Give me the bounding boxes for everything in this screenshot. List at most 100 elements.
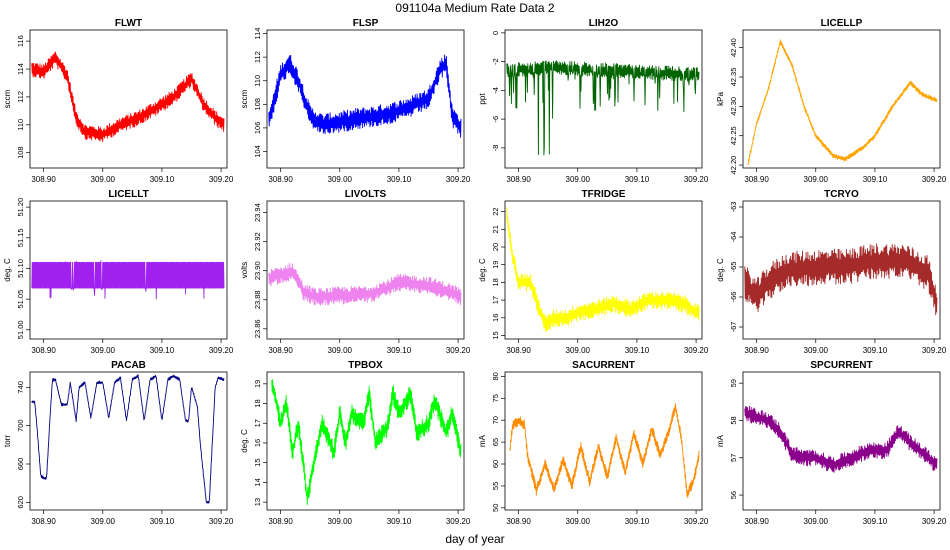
x-tick-label: 309.10 bbox=[625, 175, 650, 184]
plot-frame bbox=[29, 29, 228, 169]
y-tick-label: 23.94 bbox=[253, 203, 262, 222]
y-axis-label: deg. C bbox=[3, 258, 12, 282]
y-tick-label: 17 bbox=[253, 419, 262, 427]
y-axis-label: deg. C bbox=[716, 258, 725, 282]
data-line bbox=[31, 374, 225, 504]
chart-title: TPBOX bbox=[348, 360, 383, 371]
x-tick-label: 309.20 bbox=[922, 175, 947, 184]
y-tick-label: 17 bbox=[491, 296, 500, 304]
y-tick-label: 42.25 bbox=[729, 126, 738, 145]
data-line bbox=[268, 54, 462, 138]
chart-sacurrent: SACURRENT mA 308.90 309.00 309.10 309.20 50 55 6… bbox=[478, 360, 709, 526]
plot-frame bbox=[29, 200, 228, 340]
y-tick-label: 700 bbox=[16, 419, 25, 432]
y-tick-label: 110 bbox=[253, 75, 262, 87]
x-tick-label: 309.00 bbox=[91, 517, 116, 526]
y-tick-label: 22 bbox=[491, 207, 500, 215]
x-tick-label: 308.90 bbox=[744, 175, 769, 184]
x-tick-label: 309.10 bbox=[625, 346, 650, 355]
y-tick-label: 18 bbox=[491, 278, 500, 286]
y-axis-label: mA bbox=[716, 434, 725, 447]
x-tick-label: 308.90 bbox=[744, 517, 769, 526]
chart-title: LICELLP bbox=[821, 18, 863, 29]
data-line bbox=[271, 379, 462, 506]
y-tick-label: 16 bbox=[491, 314, 500, 322]
plot-frame bbox=[266, 200, 465, 340]
chart-spcurrent: SPCURRENT mA 308.90 309.00 309.10 309.20 56 57 5… bbox=[716, 360, 947, 526]
data-line bbox=[31, 51, 225, 143]
x-tick-label: 309.00 bbox=[566, 175, 591, 184]
y-tick-label: 23.92 bbox=[253, 232, 262, 251]
y-tick-label: 51.10 bbox=[16, 259, 25, 278]
y-tick-label: 15 bbox=[491, 331, 500, 339]
y-tick-label: 51.15 bbox=[16, 228, 25, 247]
y-tick-label: 660 bbox=[16, 458, 25, 471]
x-tick-label: 308.90 bbox=[506, 346, 531, 355]
y-tick-label: 114 bbox=[253, 28, 262, 40]
y-axis-label: deg. C bbox=[478, 258, 487, 282]
y-tick-label: -67 bbox=[729, 322, 738, 333]
x-tick-label: 309.20 bbox=[209, 175, 234, 184]
y-tick-label: 70 bbox=[491, 416, 500, 424]
x-tick-label: 309.20 bbox=[209, 517, 234, 526]
y-tick-label: 65 bbox=[491, 438, 500, 446]
y-tick-label: 51.05 bbox=[16, 290, 25, 309]
chart-title: LIH2O bbox=[589, 18, 619, 29]
x-tick-label: 309.10 bbox=[625, 517, 650, 526]
y-tick-label: 80 bbox=[491, 372, 500, 380]
plot-frame bbox=[29, 371, 228, 511]
x-tick-label: 309.00 bbox=[804, 517, 829, 526]
y-axis-label: volts bbox=[240, 262, 249, 278]
y-tick-label: 55 bbox=[491, 482, 500, 490]
chart-title: TFRIDGE bbox=[582, 189, 626, 200]
y-tick-label: 58 bbox=[729, 416, 738, 424]
x-tick-label: 309.20 bbox=[684, 175, 709, 184]
x-tick-label: 309.00 bbox=[328, 517, 353, 526]
y-tick-label: 110 bbox=[16, 119, 25, 131]
data-line bbox=[268, 262, 462, 306]
x-tick-label: 309.10 bbox=[150, 175, 175, 184]
y-tick-label: -4 bbox=[491, 87, 500, 94]
y-tick-label: -66 bbox=[729, 292, 738, 303]
y-tick-label: 106 bbox=[253, 122, 262, 135]
x-tick-label: 309.00 bbox=[91, 346, 116, 355]
x-axis-label: day of year bbox=[445, 532, 505, 546]
x-tick-label: 309.20 bbox=[922, 517, 947, 526]
y-tick-label: 19 bbox=[253, 380, 262, 388]
x-tick-label: 309.00 bbox=[91, 175, 116, 184]
y-tick-label: 116 bbox=[16, 35, 25, 47]
y-tick-label: 16 bbox=[253, 439, 262, 447]
x-tick-label: 309.00 bbox=[804, 346, 829, 355]
plot-frame bbox=[504, 200, 703, 340]
x-tick-label: 309.20 bbox=[922, 346, 947, 355]
y-tick-label: 51.20 bbox=[16, 198, 25, 217]
x-tick-label: 309.10 bbox=[387, 346, 412, 355]
x-tick-label: 309.20 bbox=[446, 346, 471, 355]
y-tick-label: 51.00 bbox=[16, 320, 25, 339]
y-tick-label: 20 bbox=[491, 243, 500, 251]
x-tick-label: 309.00 bbox=[328, 175, 353, 184]
plot-frame bbox=[742, 371, 941, 511]
x-tick-label: 309.00 bbox=[804, 175, 829, 184]
y-tick-label: 50 bbox=[491, 504, 500, 512]
chart-flwt: FLWT sccm 308.90 309.00 309.10 309.20 108 110 11… bbox=[3, 18, 234, 184]
x-tick-label: 308.90 bbox=[268, 175, 293, 184]
chart-title: SPCURRENT bbox=[810, 360, 872, 371]
x-tick-label: 308.90 bbox=[31, 346, 56, 355]
y-tick-label: 104 bbox=[253, 145, 262, 158]
chart-pacab: PACAB torr 308.90 309.00 309.10 309.20 620 660 7… bbox=[3, 360, 234, 526]
y-tick-label: 42.40 bbox=[729, 38, 738, 57]
chart-lih2o: LIH2O ppt 308.90 309.00 309.10 309.20 -8 -6 -4 -2… bbox=[478, 18, 709, 184]
y-tick-label: -2 bbox=[491, 58, 500, 65]
x-tick-label: 309.00 bbox=[328, 346, 353, 355]
y-tick-label: 740 bbox=[16, 381, 25, 394]
y-tick-label: 114 bbox=[16, 63, 25, 75]
x-tick-label: 308.90 bbox=[268, 517, 293, 526]
data-line bbox=[506, 60, 700, 156]
plot-frame bbox=[742, 29, 941, 169]
y-tick-label: 56 bbox=[729, 491, 738, 499]
plot-frame bbox=[504, 29, 703, 169]
y-axis-label: deg. C bbox=[240, 429, 249, 453]
